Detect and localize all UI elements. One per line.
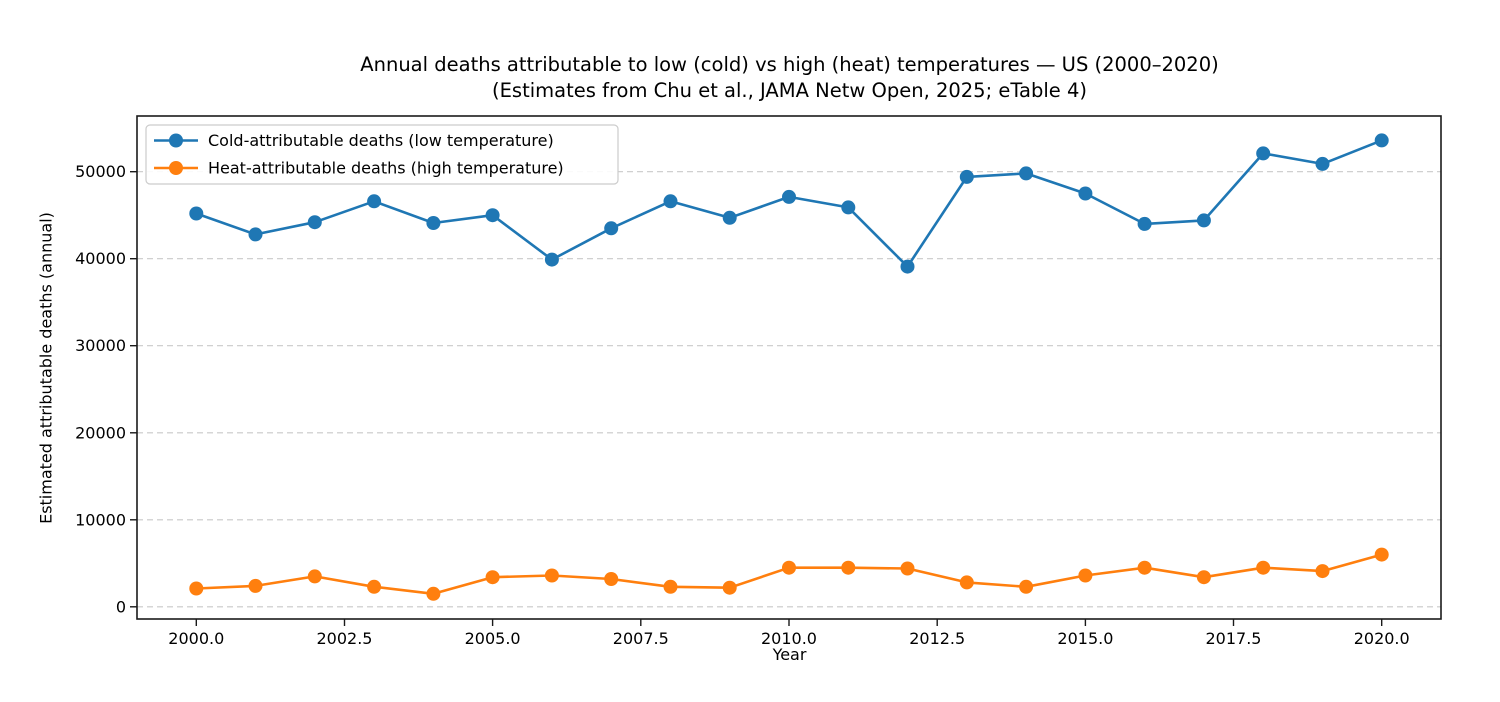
x-tick-label: 2020.0 [1354, 629, 1410, 648]
data-point-cold-2010 [782, 189, 796, 204]
series-lines [189, 133, 1389, 601]
x-tick-label: 2005.0 [465, 629, 521, 648]
data-point-cold-2008 [663, 194, 678, 209]
data-point-cold-2013 [959, 169, 974, 184]
data-point-cold-2019 [1315, 156, 1330, 171]
data-point-heat-2018 [1256, 560, 1271, 575]
y-tick-label: 50000 [75, 162, 126, 181]
data-point-heat-2009 [722, 580, 737, 595]
x-axis-label: Year [772, 645, 807, 664]
data-point-cold-2011 [841, 200, 856, 215]
data-point-cold-2017 [1196, 213, 1211, 228]
data-point-cold-2005 [485, 208, 500, 223]
data-point-cold-2007 [604, 221, 619, 236]
data-point-heat-2005 [485, 570, 500, 585]
data-point-cold-2006 [544, 252, 559, 267]
legend-item-heat: Heat-attributable deaths (high temperatu… [154, 159, 564, 178]
data-point-heat-2006 [544, 568, 559, 583]
chart-title: Annual deaths attributable to low (cold)… [137, 52, 1442, 104]
y-tick-label: 10000 [75, 510, 126, 529]
chart-title-line2: (Estimates from Chu et al., JAMA Netw Op… [491, 79, 1087, 102]
legend-item-cold: Cold-attributable deaths (low temperatur… [154, 131, 554, 150]
data-point-heat-2007 [604, 572, 619, 586]
data-point-heat-2012 [900, 561, 915, 576]
legend-marker-heat [169, 161, 183, 175]
data-point-heat-2003 [367, 579, 382, 594]
legend: Cold-attributable deaths (low temperatur… [145, 124, 619, 185]
y-tick-label: 30000 [75, 336, 126, 355]
data-point-cold-2003 [367, 194, 382, 209]
data-point-cold-2002 [307, 215, 322, 230]
x-tick-label: 2000.0 [168, 629, 224, 648]
legend-label-heat: Heat-attributable deaths (high temperatu… [208, 159, 564, 178]
y-axis-label: Estimated attributable deaths (annual) [36, 212, 56, 524]
data-point-heat-2016 [1137, 560, 1152, 575]
data-point-heat-2008 [663, 579, 678, 594]
data-point-heat-2000 [189, 581, 204, 596]
data-point-cold-2004 [426, 216, 441, 230]
data-point-heat-2002 [307, 569, 322, 584]
x-tick-label: 2017.5 [1206, 629, 1262, 648]
axis-ticks: 0 10000 20000 30000 40000 50000 2000.0 2002.5 20… [75, 162, 1410, 648]
data-point-cold-2015 [1078, 186, 1093, 201]
legend-label-cold: Cold-attributable deaths (low temperatur… [208, 131, 554, 150]
chart-title-line1: Annual deaths attributable to low (cold)… [360, 53, 1219, 76]
data-point-cold-2001 [248, 227, 263, 242]
data-point-cold-2000 [189, 206, 204, 221]
data-point-heat-2013 [959, 575, 974, 590]
data-point-cold-2020 [1374, 133, 1389, 148]
data-point-heat-2015 [1078, 568, 1093, 583]
data-point-cold-2012 [900, 259, 915, 274]
gridlines [137, 171, 1441, 608]
data-point-heat-2001 [248, 578, 263, 593]
y-tick-label: 20000 [75, 423, 126, 442]
series-cold [189, 133, 1389, 274]
legend-box [145, 124, 619, 185]
data-point-cold-2009 [722, 210, 737, 225]
data-point-heat-2004 [426, 586, 441, 601]
data-point-cold-2016 [1137, 216, 1152, 231]
data-point-heat-2017 [1196, 570, 1211, 585]
data-point-heat-2020 [1374, 547, 1389, 562]
series-heat [189, 547, 1389, 601]
x-tick-label: 2010.0 [761, 629, 817, 648]
data-point-heat-2010 [782, 560, 796, 575]
x-tick-label: 2015.0 [1057, 629, 1113, 648]
y-tick-label: 40000 [75, 249, 126, 268]
data-point-heat-2011 [841, 560, 856, 575]
data-point-cold-2014 [1019, 166, 1034, 181]
data-point-heat-2019 [1315, 564, 1330, 579]
legend-marker-cold [169, 133, 183, 148]
x-tick-label: 2002.5 [317, 629, 373, 648]
data-point-heat-2014 [1019, 579, 1034, 594]
data-point-cold-2018 [1256, 146, 1271, 161]
x-tick-label: 2007.5 [613, 629, 669, 648]
x-tick-label: 2012.5 [909, 629, 965, 648]
y-tick-label: 0 [116, 597, 126, 616]
